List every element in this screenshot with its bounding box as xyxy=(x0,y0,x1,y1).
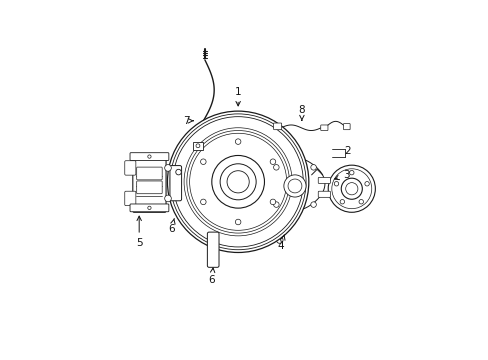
Text: 6: 6 xyxy=(208,268,215,285)
Text: 5: 5 xyxy=(136,216,142,248)
Circle shape xyxy=(164,195,171,202)
Circle shape xyxy=(189,133,286,230)
FancyBboxPatch shape xyxy=(207,232,219,267)
Circle shape xyxy=(331,169,371,209)
Circle shape xyxy=(364,181,368,186)
FancyBboxPatch shape xyxy=(130,153,168,161)
Circle shape xyxy=(196,144,200,148)
Circle shape xyxy=(345,183,357,195)
FancyBboxPatch shape xyxy=(273,123,281,130)
Circle shape xyxy=(327,165,375,212)
FancyBboxPatch shape xyxy=(343,123,349,130)
FancyBboxPatch shape xyxy=(130,204,168,212)
Circle shape xyxy=(147,206,151,210)
FancyBboxPatch shape xyxy=(318,191,330,197)
Circle shape xyxy=(310,202,316,207)
Circle shape xyxy=(358,199,363,204)
Polygon shape xyxy=(264,158,324,210)
Text: 4: 4 xyxy=(277,235,285,251)
Circle shape xyxy=(167,111,308,252)
Text: 3: 3 xyxy=(334,170,349,180)
Circle shape xyxy=(340,199,344,204)
Circle shape xyxy=(334,181,338,186)
Circle shape xyxy=(211,156,264,208)
FancyBboxPatch shape xyxy=(318,177,330,184)
Circle shape xyxy=(200,199,205,205)
Circle shape xyxy=(270,199,275,205)
Circle shape xyxy=(173,117,303,247)
Text: 7: 7 xyxy=(183,116,190,126)
Text: 1: 1 xyxy=(234,87,241,106)
Circle shape xyxy=(270,159,275,165)
Circle shape xyxy=(170,114,305,250)
FancyBboxPatch shape xyxy=(320,125,327,131)
Circle shape xyxy=(273,202,279,207)
Circle shape xyxy=(235,219,241,225)
Circle shape xyxy=(284,175,305,197)
FancyBboxPatch shape xyxy=(137,167,162,180)
Text: 2: 2 xyxy=(344,146,350,156)
Circle shape xyxy=(273,165,279,170)
Text: 8: 8 xyxy=(298,105,305,120)
Circle shape xyxy=(147,155,151,158)
FancyBboxPatch shape xyxy=(137,181,162,194)
Text: 6: 6 xyxy=(168,219,175,234)
Circle shape xyxy=(349,170,353,175)
FancyBboxPatch shape xyxy=(124,161,136,175)
FancyBboxPatch shape xyxy=(170,166,181,201)
Circle shape xyxy=(226,171,249,193)
Circle shape xyxy=(186,131,289,233)
FancyBboxPatch shape xyxy=(124,191,136,206)
Circle shape xyxy=(287,179,301,193)
Circle shape xyxy=(235,139,241,144)
Circle shape xyxy=(220,164,256,200)
Polygon shape xyxy=(193,141,203,150)
Circle shape xyxy=(175,169,181,175)
Circle shape xyxy=(164,165,171,171)
Circle shape xyxy=(200,159,205,165)
Circle shape xyxy=(310,165,316,170)
Circle shape xyxy=(341,178,362,199)
Circle shape xyxy=(183,128,292,236)
FancyBboxPatch shape xyxy=(133,154,166,212)
